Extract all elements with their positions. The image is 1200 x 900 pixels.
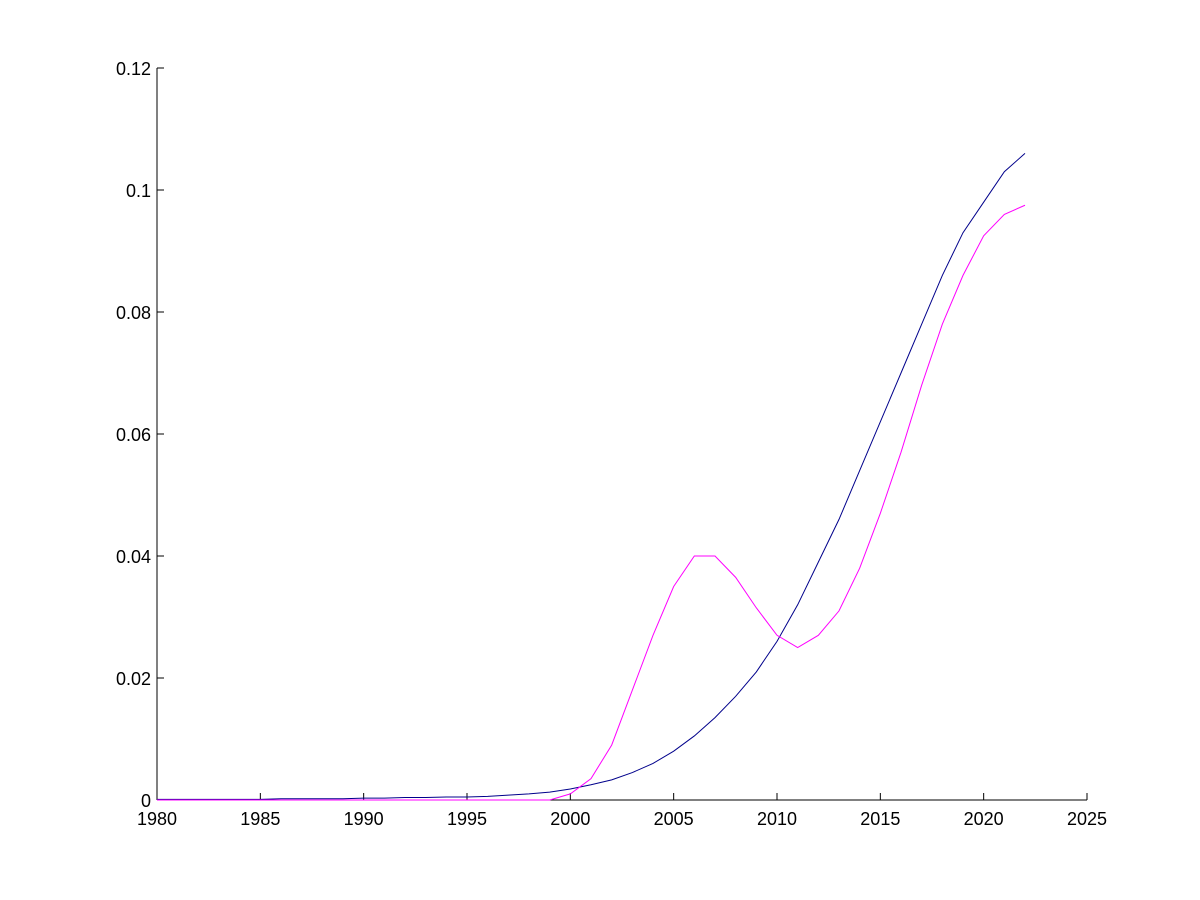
x-tick-label: 2025 (1067, 809, 1107, 829)
y-tick-label: 0.08 (116, 303, 151, 323)
y-tick-label: 0.1 (126, 181, 151, 201)
y-tick-label: 0.02 (116, 669, 151, 689)
x-tick-label: 2015 (860, 809, 900, 829)
series-line (157, 153, 1026, 800)
y-tick-label: 0.12 (116, 59, 151, 79)
x-tick-label: 1980 (137, 809, 177, 829)
x-tick-label: 2010 (757, 809, 797, 829)
x-tick-label: 1985 (240, 809, 280, 829)
x-tick-label: 2005 (654, 809, 694, 829)
y-tick-label: 0 (141, 791, 151, 811)
x-tick-label: 2020 (964, 809, 1004, 829)
x-tick-label: 1990 (344, 809, 384, 829)
series-line (157, 204, 1026, 801)
x-tick-label: 1995 (447, 809, 487, 829)
x-tick-label: 2000 (550, 809, 590, 829)
y-tick-label: 0.04 (116, 547, 151, 567)
y-tick-label: 0.06 (116, 425, 151, 445)
